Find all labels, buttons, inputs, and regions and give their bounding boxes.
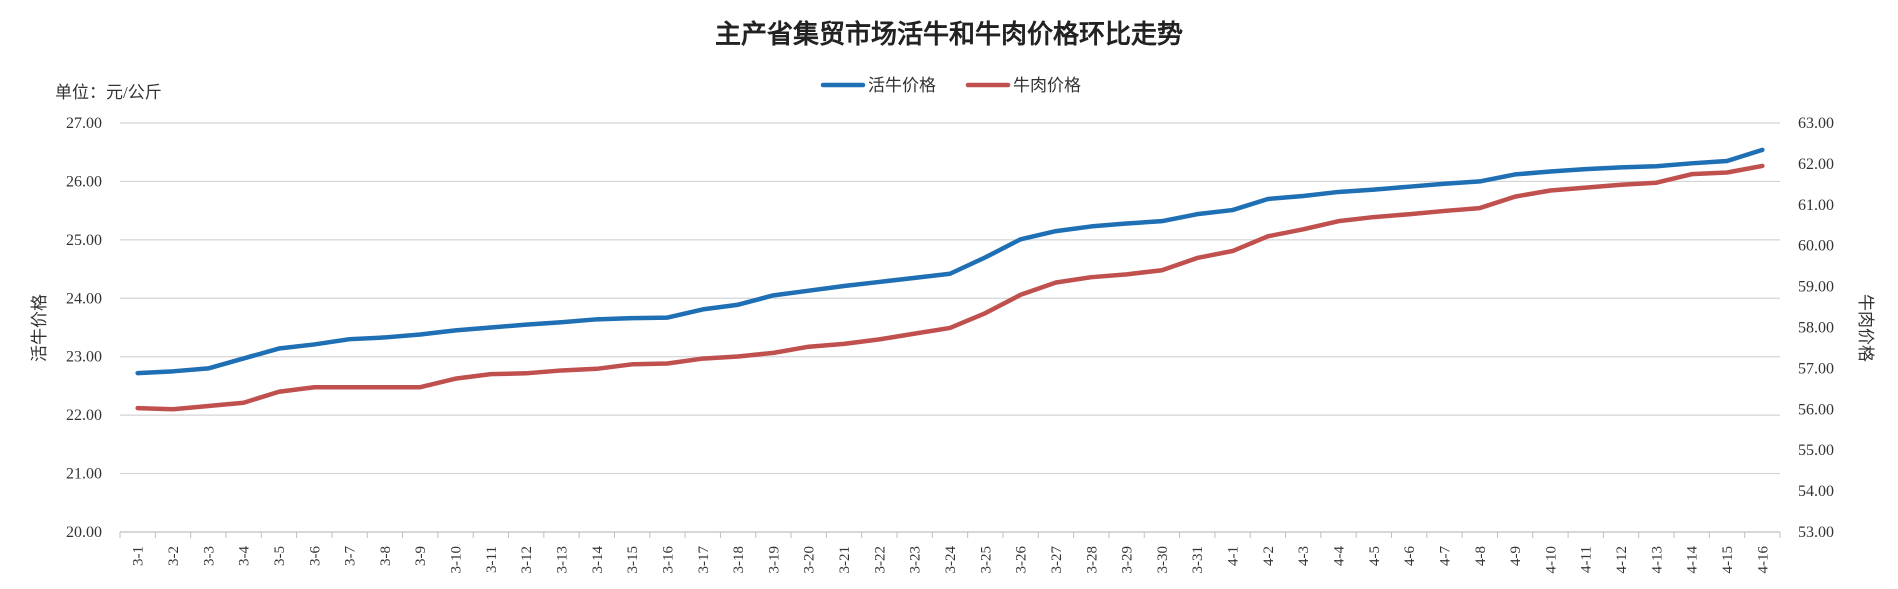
y-tick-right-label: 63.00 (1798, 115, 1834, 132)
y-tick-left-label: 24.00 (66, 290, 102, 307)
x-tick-label: 3-12 (519, 546, 535, 574)
unit-label: 单位：元/公斤 (55, 83, 162, 102)
x-tick-label: 4-2 (1261, 546, 1277, 566)
x-tick-label: 3-4 (237, 546, 253, 566)
x-tick-label: 3-21 (837, 546, 853, 574)
x-tick-label: 3-23 (908, 546, 924, 574)
x-tick-label: 3-17 (696, 546, 712, 574)
x-tick-label: 3-9 (413, 546, 429, 566)
y-axis-left-title: 活牛价格 (30, 294, 49, 362)
y-tick-right-label: 56.00 (1798, 401, 1834, 418)
y-tick-right-label: 57.00 (1798, 360, 1834, 377)
y-tick-right-label: 55.00 (1798, 442, 1834, 459)
x-tick-label: 3-27 (1049, 546, 1065, 574)
x-tick-label: 3-6 (307, 546, 323, 566)
x-tick-label: 3-31 (1190, 546, 1206, 574)
x-tick-label: 3-10 (449, 546, 465, 574)
x-tick-label: 4-3 (1296, 546, 1312, 566)
x-tick-label: 3-29 (1120, 546, 1136, 574)
x-tick-label: 4-7 (1437, 546, 1453, 566)
x-tick-label: 3-1 (131, 546, 147, 566)
x-tick-label: 4-6 (1402, 546, 1418, 566)
y-tick-left-label: 21.00 (66, 466, 102, 483)
x-tick-label: 3-8 (378, 546, 394, 566)
x-tick-label: 3-3 (201, 546, 217, 566)
x-tick-label: 4-1 (1226, 546, 1242, 566)
x-tick-label: 4-12 (1614, 546, 1630, 574)
x-tick-label: 3-28 (1084, 546, 1100, 574)
x-tick-label: 3-24 (943, 546, 959, 574)
y-tick-left-label: 25.00 (66, 232, 102, 249)
x-tick-label: 3-7 (343, 546, 359, 566)
gridlines (120, 122, 1780, 475)
y-tick-right-label: 60.00 (1798, 238, 1834, 255)
x-tick-label: 3-26 (1014, 546, 1030, 574)
y-tick-right-label: 59.00 (1798, 279, 1834, 296)
x-tick-label: 4-8 (1473, 546, 1489, 566)
y-tick-left-label: 26.00 (66, 173, 102, 190)
x-tick-label: 3-22 (872, 546, 888, 574)
y-tick-right-label: 58.00 (1798, 320, 1834, 337)
x-tick-label: 4-10 (1543, 546, 1559, 574)
x-tick-label: 4-16 (1755, 546, 1771, 574)
x-tick-label: 4-14 (1685, 546, 1701, 574)
x-tick-label: 3-20 (802, 546, 818, 574)
x-tick-label: 3-18 (731, 546, 747, 574)
x-tick-label: 4-5 (1367, 546, 1383, 566)
x-tick-label: 3-19 (766, 546, 782, 574)
x-tick-label: 4-4 (1332, 546, 1348, 566)
y-axis-right-title: 牛肉价格 (1856, 294, 1875, 362)
y-tick-left-label: 20.00 (66, 524, 102, 541)
x-tick-label: 4-15 (1720, 546, 1736, 574)
y-tick-left-label: 22.00 (66, 407, 102, 424)
x-tick-label: 4-9 (1508, 546, 1524, 566)
x-tick-label: 3-13 (554, 546, 570, 574)
y-tick-right-label: 62.00 (1798, 156, 1834, 173)
x-tick-label: 3-15 (625, 546, 641, 574)
x-tick-label: 3-30 (1155, 546, 1171, 574)
y-tick-right-label: 53.00 (1798, 524, 1834, 541)
chart-title: 主产省集贸市场活牛和牛肉价格环比走势 (715, 19, 1183, 49)
legend-label-beef: 牛肉价格 (1013, 76, 1081, 95)
axes: 27.00 26.00 25.00 24.00 23.00 22.00 21.00 20.00… (66, 115, 1834, 574)
y-tick-right-label: 54.00 (1798, 483, 1834, 500)
x-tick-label: 3-14 (590, 546, 606, 574)
y-tick-right-label: 61.00 (1798, 197, 1834, 214)
series-lines (135, 147, 1765, 412)
x-tick-label: 3-5 (272, 546, 288, 566)
y-tick-left-label: 27.00 (66, 115, 102, 132)
x-tick-label: 4-11 (1579, 546, 1595, 573)
x-tick-label: 3-11 (484, 546, 500, 573)
y-tick-left-label: 23.00 (66, 349, 102, 366)
x-tick-label: 3-16 (660, 546, 676, 574)
series-line-live-cattle (135, 147, 1765, 376)
x-tick-label: 3-25 (978, 546, 994, 574)
x-tick-label: 3-2 (166, 546, 182, 566)
legend-label-live-cattle: 活牛价格 (868, 76, 936, 95)
legend: 活牛价格 牛肉价格 (820, 76, 1081, 95)
x-tick-label: 4-13 (1649, 546, 1665, 574)
series-line-beef (135, 163, 1765, 412)
